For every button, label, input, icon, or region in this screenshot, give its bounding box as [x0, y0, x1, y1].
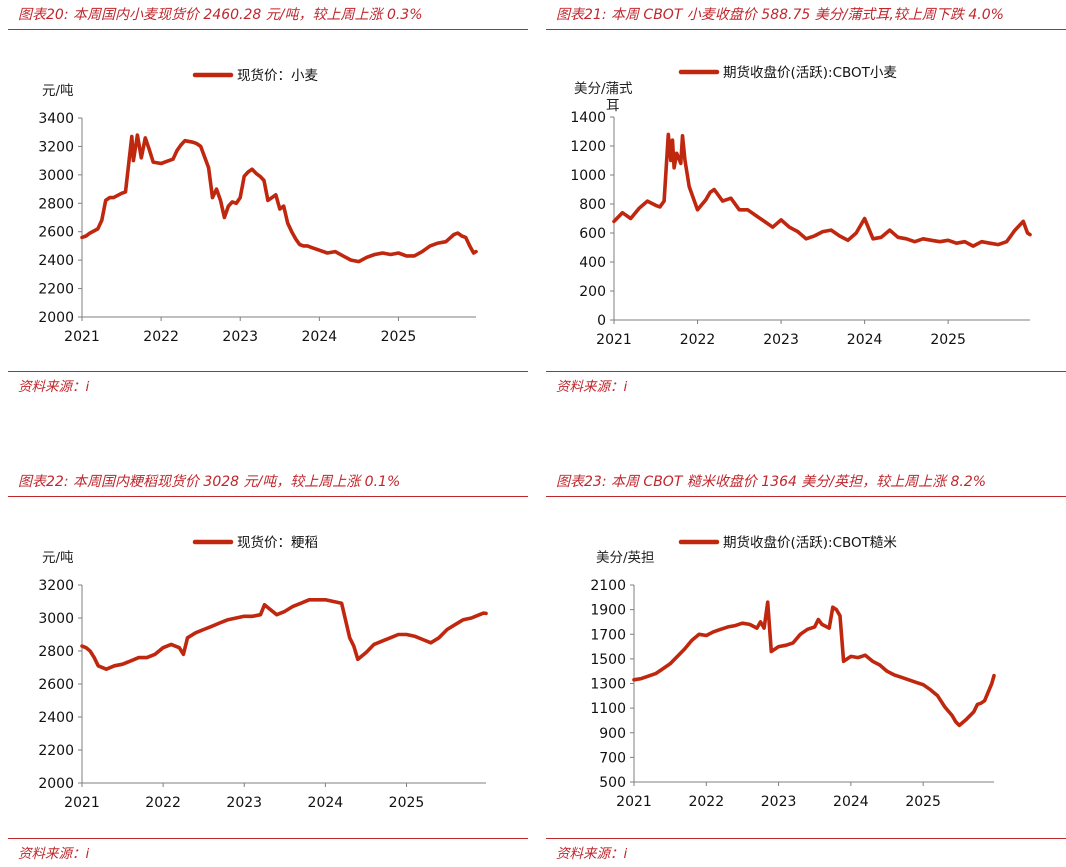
y-tick-label: 3000: [38, 611, 74, 627]
y-tick-label: 3200: [38, 139, 74, 155]
x-tick-label: 2023: [226, 795, 262, 811]
x-tick-label: 2023: [763, 332, 799, 348]
y-tick-label: 3000: [38, 168, 74, 184]
y-tick-label: 500: [599, 775, 626, 791]
title-divider: [8, 496, 528, 497]
y-tick-label: 1900: [590, 603, 626, 619]
figure-title: 图表23: 本周 CBOT 糙米收盘价 1364 美分/英担，较上周上涨 8.2…: [556, 474, 987, 490]
x-tick-label: 2022: [143, 329, 179, 345]
series-line: [632, 600, 996, 728]
source-note: 资料来源：i: [556, 846, 628, 862]
x-tick-label: 2021: [596, 332, 632, 348]
line-chart-cbot-wheat: 美分/蒲式耳 0 200 400 600 800 1000 1200 1400 2021 2022 2…: [570, 64, 1032, 348]
y-tick-label: 2200: [38, 282, 74, 298]
x-tick-label: 2025: [930, 332, 966, 348]
figure-23-panel: 图表23: 本周 CBOT 糙米收盘价 1364 美分/英担，较上周上涨 8.2…: [538, 467, 1066, 867]
x-tick-label: 2025: [389, 795, 425, 811]
y-tick-label: 2400: [38, 253, 74, 269]
y-tick-label: 2000: [38, 310, 74, 326]
y-tick-label: 1100: [590, 701, 626, 717]
x-tick-label: 2025: [905, 794, 941, 810]
x-tick-label: 2025: [381, 329, 417, 345]
chart-legend: 期货收盘价(活跃):CBOT糙米: [678, 534, 897, 551]
x-tick-label: 2021: [64, 329, 100, 345]
y-tick-label: 600: [579, 226, 606, 242]
x-tick-label: 2024: [847, 332, 883, 348]
figure-20-panel: 图表20: 本周国内小麦现货价 2460.28 元/吨，较上周上涨 0.3% 元…: [0, 0, 530, 400]
x-tick-label: 2023: [761, 794, 797, 810]
legend-label: 现货价：小麦: [237, 67, 318, 84]
series-line: [612, 132, 1032, 248]
y-axis-unit-label: 美分/蒲式耳: [574, 81, 633, 114]
source-divider: [546, 371, 1066, 372]
figure-title: 图表21: 本周 CBOT 小麦收盘价 588.75 美分/蒲式耳,较上周下跌 …: [556, 7, 1004, 23]
y-tick-label: 1400: [570, 110, 606, 126]
title-divider: [546, 29, 1066, 30]
y-tick-label: 800: [579, 197, 606, 213]
y-tick-label: 2600: [38, 677, 74, 693]
x-tick-label: 2023: [222, 329, 258, 345]
y-tick-label: 700: [599, 750, 626, 766]
series-line: [80, 133, 478, 264]
y-tick-label: 0: [597, 313, 606, 329]
y-tick-label: 2200: [38, 743, 74, 759]
figure-title: 图表20: 本周国内小麦现货价 2460.28 元/吨，较上周上涨 0.3%: [18, 7, 423, 23]
line-chart-cbot-rough-rice: 美分/英担 500 700 900 1100 1300 1500 1700 1900 2100 20…: [590, 534, 996, 810]
y-tick-label: 2800: [38, 644, 74, 660]
y-tick-label: 1700: [590, 627, 626, 643]
legend-label: 期货收盘价(活跃):CBOT小麦: [723, 64, 897, 81]
series-line: [80, 598, 488, 671]
y-tick-label: 2800: [38, 196, 74, 212]
y-tick-label: 1500: [590, 652, 626, 668]
line-chart-japonica-spot: 元/吨 2000 2200 2400 2600 2800 3000 3200 2021 2022 2…: [38, 534, 488, 811]
y-tick-label: 2400: [38, 710, 74, 726]
chart-legend: 现货价：小麦: [192, 67, 318, 84]
y-axis-unit-label: 美分/英担: [596, 549, 655, 566]
y-tick-label: 1000: [570, 168, 606, 184]
y-tick-label: 1200: [570, 139, 606, 155]
chart-legend: 期货收盘价(活跃):CBOT小麦: [678, 64, 897, 81]
x-tick-label: 2021: [616, 794, 652, 810]
title-divider: [8, 29, 528, 30]
title-divider: [546, 496, 1066, 497]
y-tick-label: 200: [579, 284, 606, 300]
x-tick-label: 2024: [833, 794, 869, 810]
x-tick-label: 2022: [688, 794, 724, 810]
figure-22-panel: 图表22: 本周国内粳稻现货价 3028 元/吨，较上周上涨 0.1% 元/吨 2…: [0, 467, 530, 867]
y-tick-label: 900: [599, 726, 626, 742]
chart-legend: 现货价：粳稻: [192, 534, 318, 551]
x-tick-label: 2021: [64, 795, 100, 811]
y-tick-label: 2100: [590, 578, 626, 594]
source-divider: [8, 371, 528, 372]
source-note: 资料来源：i: [18, 379, 90, 395]
legend-label: 期货收盘价(活跃):CBOT糙米: [723, 534, 897, 551]
y-tick-label: 1300: [590, 677, 626, 693]
y-axis-unit-label: 元/吨: [42, 83, 74, 99]
source-note: 资料来源：i: [556, 379, 628, 395]
x-tick-label: 2024: [308, 795, 344, 811]
y-tick-label: 3200: [38, 578, 74, 594]
x-tick-label: 2024: [302, 329, 338, 345]
y-tick-label: 3400: [38, 111, 74, 127]
y-axis-unit-label: 元/吨: [42, 550, 74, 566]
legend-label: 现货价：粳稻: [237, 534, 318, 551]
y-tick-label: 2600: [38, 225, 74, 241]
figure-21-panel: 图表21: 本周 CBOT 小麦收盘价 588.75 美分/蒲式耳,较上周下跌 …: [538, 0, 1066, 400]
y-tick-label: 2000: [38, 776, 74, 792]
source-note: 资料来源：i: [18, 846, 90, 862]
x-tick-label: 2022: [145, 795, 181, 811]
x-tick-label: 2022: [680, 332, 716, 348]
source-divider: [546, 838, 1066, 839]
source-divider: [8, 838, 528, 839]
line-chart-wheat-spot: 元/吨 2000 2200 2400 2600 2800 3000 3200 3400 2021 2…: [38, 67, 478, 345]
y-tick-label: 400: [579, 255, 606, 271]
figure-title: 图表22: 本周国内粳稻现货价 3028 元/吨，较上周上涨 0.1%: [18, 474, 401, 490]
